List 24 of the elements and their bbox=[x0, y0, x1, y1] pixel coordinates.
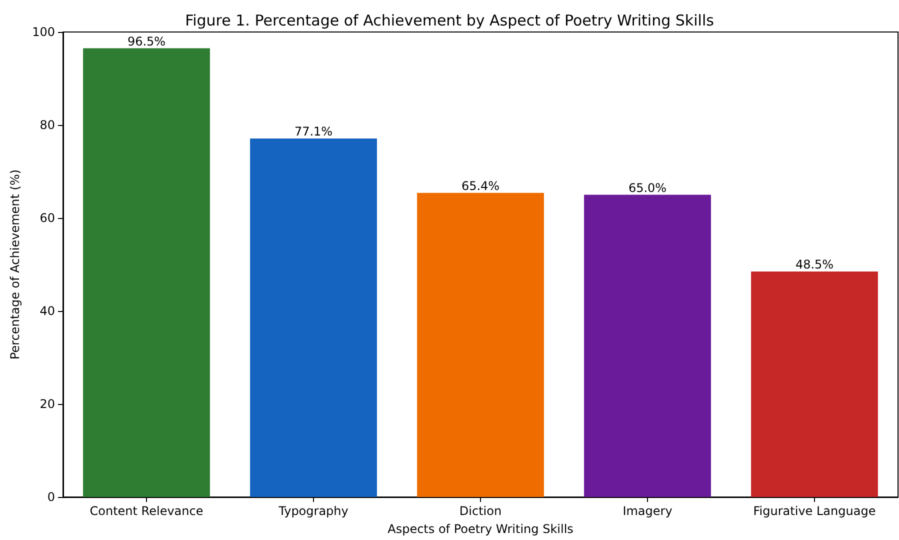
x-tick-label: Imagery bbox=[622, 504, 672, 518]
bar bbox=[417, 192, 544, 497]
data-label: 65.4% bbox=[461, 178, 500, 193]
x-tick-label: Content Relevance bbox=[90, 504, 204, 518]
y-tick-label: 60 bbox=[40, 211, 55, 225]
chart-title: Figure 1. Percentage of Achievement by Aspect of Poetry Writing Skills bbox=[185, 12, 714, 30]
bar bbox=[83, 48, 210, 497]
x-tick-label: Figurative Language bbox=[753, 504, 876, 518]
y-axis-title: Percentage of Achievement (%) bbox=[8, 169, 22, 360]
bar bbox=[751, 271, 878, 497]
y-tick-label: 100 bbox=[32, 25, 55, 39]
x-tick-label: Diction bbox=[459, 504, 502, 518]
data-label: 77.1% bbox=[294, 124, 333, 138]
x-tick-label: Typography bbox=[278, 504, 348, 518]
bar bbox=[250, 138, 377, 497]
y-tick-label: 20 bbox=[40, 397, 55, 411]
y-tick-label: 40 bbox=[40, 304, 55, 318]
data-label: 65.0% bbox=[628, 180, 667, 195]
y-tick-label: 80 bbox=[40, 118, 55, 132]
y-tick-label: 0 bbox=[47, 490, 55, 504]
data-label: 96.5% bbox=[127, 34, 166, 48]
data-label: 48.5% bbox=[795, 257, 834, 272]
bar bbox=[584, 194, 711, 497]
x-axis-title: Aspects of Poetry Writing Skills bbox=[388, 522, 574, 536]
